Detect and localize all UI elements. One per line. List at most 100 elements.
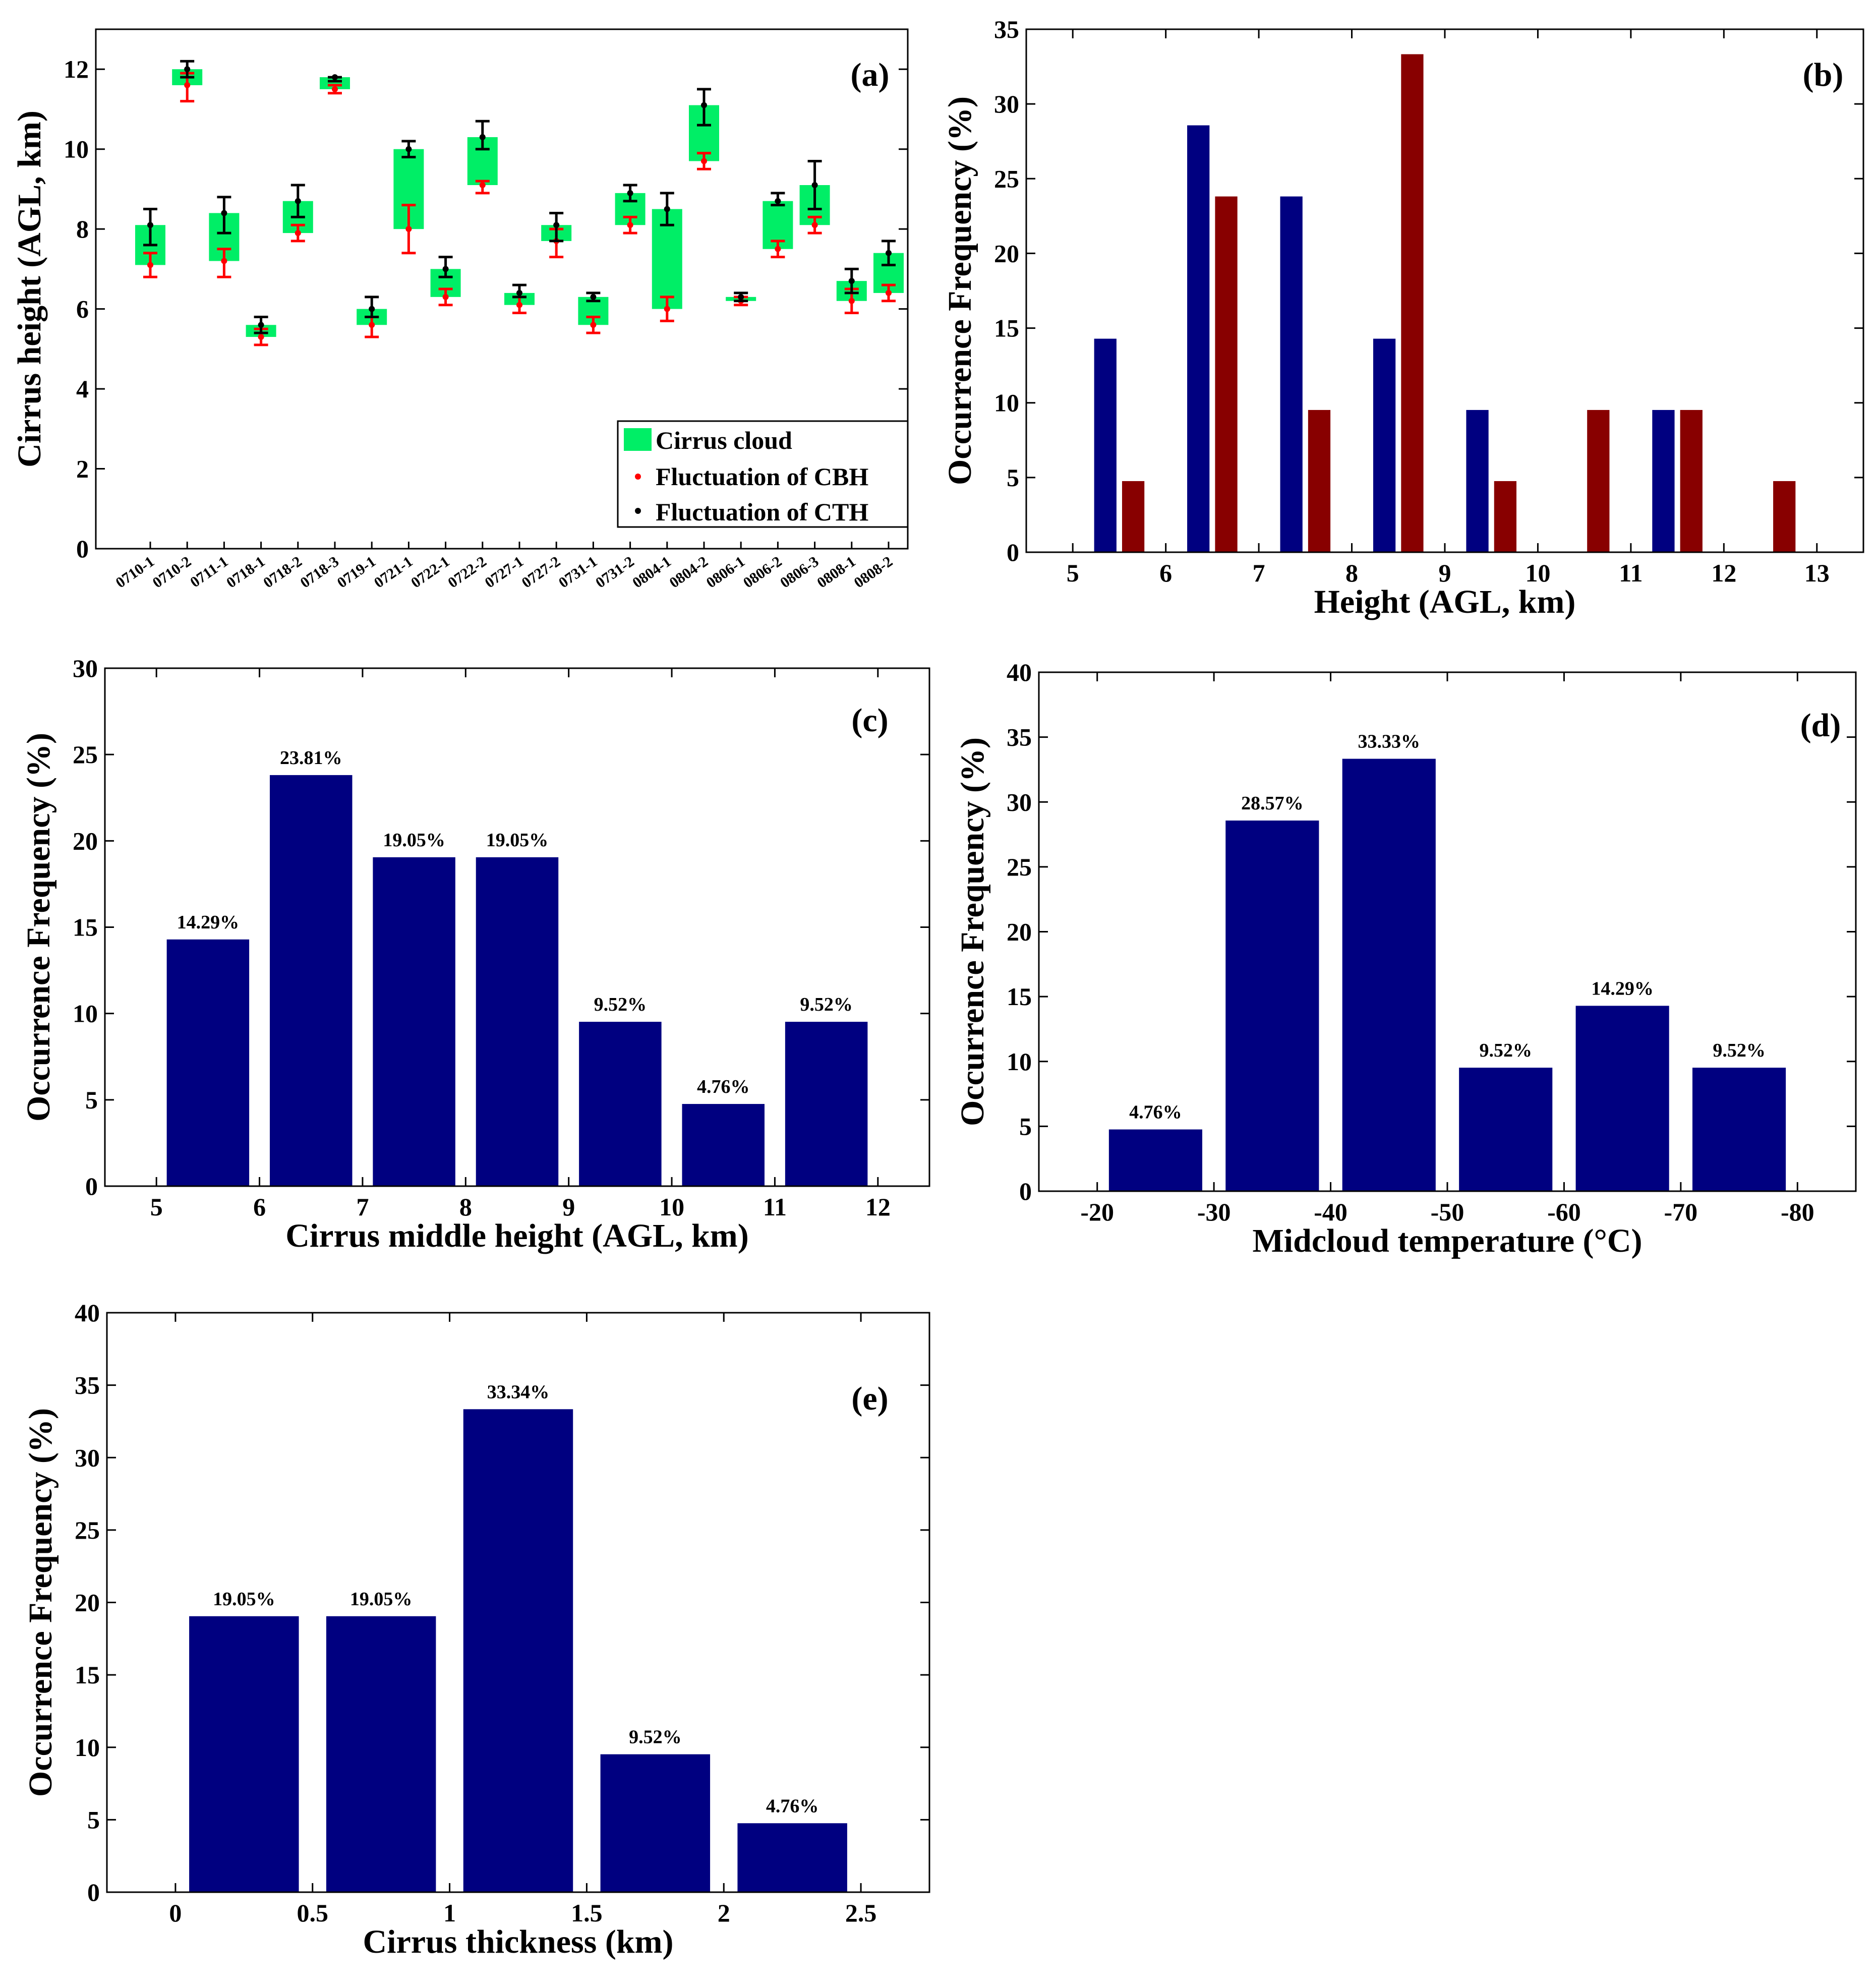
chart-a-cbh-point	[516, 302, 522, 308]
chart-a-category-label: 0710-1	[112, 553, 157, 592]
chart-b-panel: 0 5 10 15 20 25 30 35 5 6 7 8 9 10 11 12 13 Height (AGL, …	[942, 15, 1864, 620]
chart-e-ytick-label: 10	[75, 1733, 100, 1762]
chart-a-cth-point	[775, 198, 781, 204]
chart-a-category-label: 0718-3	[297, 553, 342, 592]
chart-e-ytick-label: 5	[87, 1805, 100, 1834]
chart-d-ytick-label: 15	[1007, 982, 1032, 1011]
chart-c-ytick-label: 30	[73, 654, 98, 682]
chart-a-category-label: 0731-2	[593, 553, 637, 592]
chart-a-cth-point	[332, 74, 338, 81]
chart-a-panel: 0246810120710-10710-20711-10718-10718-20…	[11, 28, 909, 592]
chart-e-panel: 19.05% 19.05%33.34%9.52%4.76%051015202530…	[22, 1299, 930, 1960]
chart-c-bar	[682, 1104, 765, 1186]
chart-d-xtick-label: -60	[1547, 1198, 1581, 1226]
chart-c-xtick-label: 6	[253, 1193, 266, 1221]
chart-a-cbh-point	[848, 298, 855, 304]
chart-e-xtick-label: 2.5	[845, 1899, 877, 1927]
chart-e-xtick-label: 2	[718, 1899, 730, 1927]
chart-b-xtick-label: 5	[1067, 559, 1079, 587]
chart-d-xtick-label: -80	[1781, 1198, 1814, 1226]
chart-e-ytick-label: 15	[75, 1661, 100, 1689]
chart-b-bar-red	[1308, 410, 1331, 552]
chart-a-category-label: 0710-2	[150, 553, 195, 592]
chart-c-bar	[476, 857, 559, 1186]
chart-a-legend-marker-cth	[635, 508, 641, 514]
chart-c-xtick-label: 5	[150, 1193, 163, 1221]
chart-a-cth-point	[369, 306, 375, 312]
chart-c-bar	[270, 775, 353, 1186]
chart-e-ytick-label: 25	[75, 1516, 100, 1544]
chart-b-xtick-label: 6	[1159, 559, 1172, 587]
chart-a-cbh-point	[442, 294, 449, 300]
chart-b-bar-blue	[1187, 125, 1210, 552]
chart-b-frame	[1025, 28, 1864, 553]
chart-a-ylabel: Cirrus height (AGL, km)	[11, 110, 48, 467]
chart-a-category-label: 0806-2	[740, 553, 785, 592]
chart-b-xtick-label: 7	[1253, 559, 1265, 587]
chart-a-category-label: 0808-1	[814, 553, 859, 592]
chart-a-cbh-point	[147, 262, 153, 268]
chart-b-ytick-label: 25	[994, 164, 1019, 193]
chart-d-ytick-label: 5	[1019, 1112, 1032, 1140]
chart-a-cbh-point	[775, 246, 781, 252]
chart-a-cth-point	[848, 278, 855, 284]
chart-a-cth-point	[184, 66, 191, 73]
chart-a-category-label: 0722-1	[408, 553, 453, 592]
chart-a-cth-point	[295, 198, 301, 204]
chart-a-category-label: 0721-1	[371, 553, 416, 592]
chart-a-cth-point	[553, 222, 560, 228]
chart-b-xlabel: Height (AGL, km)	[1314, 583, 1576, 620]
chart-a-ytick-label: 4	[76, 375, 89, 403]
chart-c-panel: 14.29% 23.81% 19.05% 19.05% 9.52% 4.76% 9.52% 0…	[20, 654, 930, 1254]
chart-a-cbh-point	[627, 222, 633, 228]
chart-e-data-label: 33.34%	[487, 1381, 550, 1402]
chart-a-cth-point	[701, 102, 707, 108]
chart-d-data-label: 28.57%	[1241, 793, 1304, 814]
chart-b-bar-red	[1680, 410, 1703, 552]
chart-a-panel-label: (a)	[851, 56, 890, 93]
chart-a-category-label: 0804-1	[629, 553, 674, 592]
chart-a-cbh-point	[184, 82, 191, 88]
chart-d-xtick-label: -40	[1314, 1198, 1347, 1226]
chart-b-bar-blue	[1373, 338, 1396, 552]
chart-c-xtick-label: 9	[562, 1193, 575, 1221]
chart-e-ylabel: Occurrence Frequency (%)	[22, 1408, 59, 1797]
chart-e-data-label: 19.05%	[213, 1589, 275, 1610]
chart-d-ytick-label: 0	[1019, 1177, 1032, 1205]
chart-c-data-label: 14.29%	[177, 912, 240, 933]
chart-b-bar-red	[1494, 481, 1517, 552]
chart-a-legend-marker-cbh	[635, 474, 641, 480]
chart-a-cbh-point	[405, 226, 412, 232]
chart-b-bar-red	[1401, 54, 1424, 552]
chart-a-cth-point	[811, 182, 818, 188]
chart-c-xtick-label: 11	[763, 1193, 787, 1221]
chart-c-bar	[373, 857, 455, 1186]
chart-a-cbh-point	[886, 289, 892, 296]
chart-d-data-label: 33.33%	[1358, 731, 1421, 752]
chart-a-category-label: 0804-2	[666, 553, 711, 592]
chart-c-ylabel: Occurrence Frequency (%)	[20, 733, 57, 1122]
chart-b-xtick-label: 13	[1804, 559, 1830, 587]
chart-e-bar	[463, 1409, 573, 1892]
chart-b-ytick-label: 35	[994, 15, 1019, 43]
chart-a-category-label: 0806-3	[777, 553, 822, 592]
chart-a-cbh-point	[369, 322, 375, 328]
chart-c-ytick-label: 20	[73, 827, 98, 855]
chart-a-ytick-label: 6	[76, 295, 89, 323]
chart-e-bar	[600, 1754, 711, 1892]
chart-a-cth-point	[886, 250, 892, 256]
chart-c-data-label: 19.05%	[486, 830, 549, 851]
chart-a-category-label: 0719-1	[334, 553, 379, 592]
chart-a-cth-point	[479, 134, 486, 140]
chart-b-bar-red	[1587, 410, 1610, 552]
chart-a-cbh-point	[811, 222, 818, 228]
chart-a-cbh-point	[332, 86, 338, 92]
chart-b-ytick-label: 5	[1007, 463, 1019, 492]
chart-c-ytick-label: 25	[73, 740, 98, 769]
chart-b-ytick-label: 15	[994, 314, 1019, 342]
chart-a-cth-point	[147, 222, 153, 228]
chart-a-category-label: 0711-1	[187, 553, 231, 591]
chart-e-data-label: 9.52%	[629, 1727, 682, 1748]
chart-a-category-label: 0718-1	[223, 553, 268, 592]
chart-b-panel-label: (b)	[1803, 56, 1844, 93]
